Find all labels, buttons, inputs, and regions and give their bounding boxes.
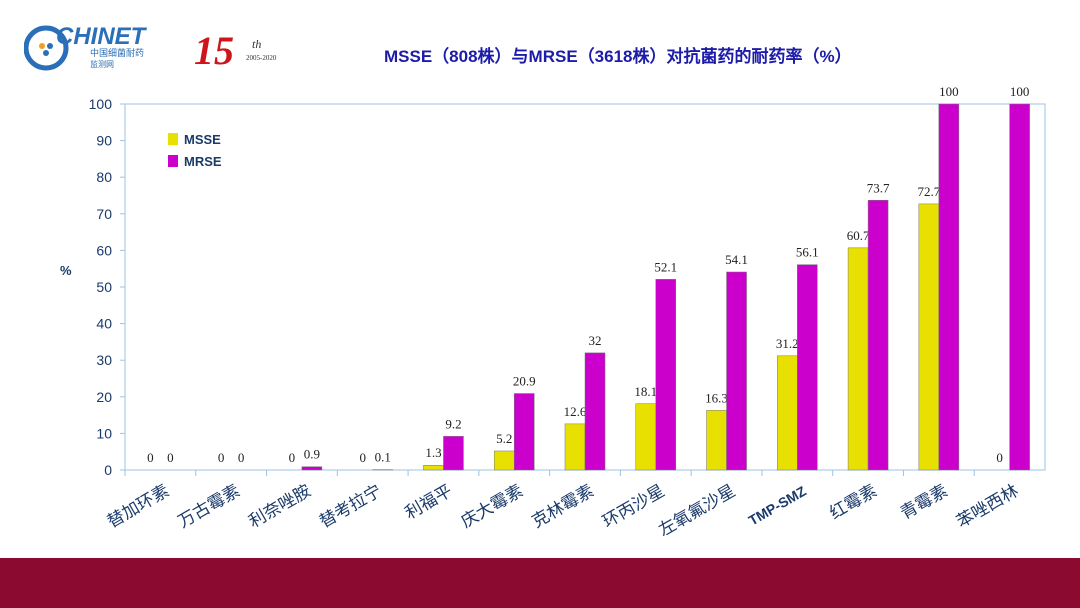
y-axis-label: % — [60, 263, 72, 278]
data-label: 100 — [1010, 84, 1030, 99]
y-tick-label: 50 — [96, 279, 112, 295]
y-tick-label: 80 — [96, 169, 112, 185]
legend-swatch — [168, 155, 178, 167]
bar-msse — [635, 403, 657, 471]
bar-mrse — [797, 264, 818, 471]
y-tick-label: 10 — [96, 425, 112, 441]
data-label: 73.7 — [867, 180, 890, 195]
chinet-logo: CHINET 中国细菌耐药 监测网 15 th 2005-2020 — [23, 22, 304, 77]
data-label: 56.1 — [796, 245, 819, 260]
y-tick-label: 60 — [96, 242, 112, 258]
bar-mrse — [938, 103, 960, 471]
bar-msse — [423, 464, 444, 471]
legend-swatch — [168, 133, 178, 145]
data-label: 60.7 — [847, 228, 870, 243]
y-tick-label: 70 — [96, 206, 112, 222]
data-label: 52.1 — [654, 259, 677, 274]
bar-mrse — [726, 271, 747, 471]
data-label: 72.7 — [917, 184, 940, 199]
chart-title: MSSE（808株）与MRSE（3618株）对抗菌药的耐药率（%） — [384, 47, 852, 66]
data-label: 0 — [147, 450, 154, 465]
svg-text:2005-2020: 2005-2020 — [246, 54, 277, 62]
data-label: 16.3 — [705, 390, 728, 405]
bar-mrse — [301, 466, 323, 471]
data-label: 0 — [359, 450, 366, 465]
data-label: 0 — [996, 450, 1003, 465]
y-tick-label: 30 — [96, 352, 112, 368]
x-tick-label: 左氧氟沙星 — [655, 481, 738, 540]
x-tick-label: 庆大霉素 — [458, 481, 526, 531]
data-label: 12.6 — [564, 404, 587, 419]
legend-label: MSSE — [184, 132, 221, 147]
bar-msse — [847, 247, 869, 471]
data-label: 5.2 — [496, 431, 512, 446]
bar-msse — [777, 355, 798, 471]
y-tick-label: 100 — [89, 96, 113, 112]
x-tick-label: 苯唑西林 — [953, 481, 1021, 531]
data-label: 0 — [238, 450, 245, 465]
bar-mrse — [584, 352, 606, 471]
bar-msse — [564, 423, 586, 471]
data-label: 32 — [589, 333, 602, 348]
y-tick-label: 20 — [96, 389, 112, 405]
x-tick-label: 红霉素 — [826, 481, 880, 523]
data-label: 9.2 — [445, 416, 461, 431]
data-label: 0 — [289, 450, 296, 465]
bar-mrse — [867, 200, 889, 471]
data-label: 0.1 — [375, 450, 391, 465]
x-tick-label: 替加环素 — [104, 481, 172, 531]
data-label: 0 — [218, 450, 225, 465]
x-tick-label: 利奈唑胺 — [246, 481, 314, 531]
data-label: 0.9 — [304, 447, 320, 462]
bar-msse — [706, 410, 727, 471]
x-tick-label: TMP-SMZ — [746, 483, 810, 529]
bar-mrse — [443, 436, 464, 471]
bar-msse — [918, 203, 940, 471]
y-tick-label: 0 — [104, 462, 112, 478]
bar-msse — [493, 450, 515, 471]
y-tick-label: 90 — [96, 133, 112, 149]
bar-mrse — [513, 393, 535, 471]
x-tick-label: 利福平 — [402, 481, 456, 523]
data-label: 1.3 — [425, 445, 441, 460]
x-tick-label: 克林霉素 — [529, 481, 597, 531]
footer-band — [0, 558, 1080, 608]
svg-text:th: th — [252, 37, 261, 51]
data-label: 20.9 — [513, 374, 536, 389]
data-label: 18.1 — [634, 384, 657, 399]
x-tick-label: 万古霉素 — [175, 481, 243, 531]
data-label: 54.1 — [725, 252, 748, 267]
svg-text:监测网: 监测网 — [90, 59, 114, 69]
y-tick-label: 40 — [96, 316, 112, 332]
svg-text:CHINET: CHINET — [56, 23, 148, 50]
legend-label: MRSE — [184, 154, 222, 169]
bar-mrse — [1009, 103, 1030, 471]
data-label: 0 — [167, 450, 174, 465]
data-label: 100 — [939, 84, 959, 99]
bar-mrse — [655, 279, 677, 471]
x-tick-label: 替考拉宁 — [316, 481, 384, 531]
svg-text:中国细菌耐药: 中国细菌耐药 — [90, 47, 144, 58]
data-label: 31.2 — [776, 336, 799, 351]
svg-text:15: 15 — [194, 28, 234, 72]
x-tick-label: 青霉素 — [897, 481, 951, 523]
